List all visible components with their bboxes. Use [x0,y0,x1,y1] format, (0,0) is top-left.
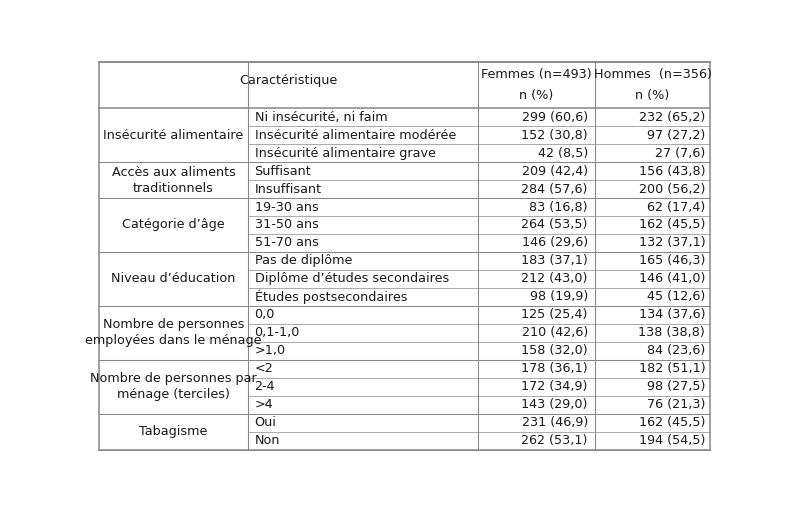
Text: 231 (46,9): 231 (46,9) [522,416,588,429]
Text: 156 (43,8): 156 (43,8) [639,165,705,177]
Text: 162 (45,5): 162 (45,5) [639,416,705,429]
Text: 162 (45,5): 162 (45,5) [639,219,705,231]
Text: Tabagisme: Tabagisme [140,425,208,438]
Text: 76 (21,3): 76 (21,3) [647,398,705,411]
Text: >1,0: >1,0 [255,344,286,358]
Text: 31-50 ans: 31-50 ans [255,219,319,231]
Text: 183 (37,1): 183 (37,1) [521,254,588,267]
Text: 97 (27,2): 97 (27,2) [647,129,705,142]
Text: Femmes (n=493): Femmes (n=493) [481,68,592,81]
Text: Insécurité alimentaire modérée: Insécurité alimentaire modérée [255,129,456,142]
Text: Nombre de personnes
employées dans le ménage: Nombre de personnes employées dans le mé… [85,319,262,347]
Text: 98 (19,9): 98 (19,9) [529,290,588,303]
Text: 134 (37,6): 134 (37,6) [639,308,705,321]
Text: 125 (25,4): 125 (25,4) [522,308,588,321]
Text: Non: Non [255,434,280,447]
Text: Accès aux aliments
traditionnels: Accès aux aliments traditionnels [111,166,235,194]
Text: 62 (17,4): 62 (17,4) [647,201,705,213]
Text: 210 (42,6): 210 (42,6) [522,326,588,339]
Text: Hommes  (n=356): Hommes (n=356) [593,68,712,81]
Text: Diplôme d’études secondaires: Diplôme d’études secondaires [255,272,449,285]
Text: 232 (65,2): 232 (65,2) [639,111,705,124]
Text: 138 (38,8): 138 (38,8) [638,326,705,339]
Text: Insécurité alimentaire grave: Insécurité alimentaire grave [255,147,436,160]
Text: 152 (30,8): 152 (30,8) [522,129,588,142]
Text: Catégorie d’âge: Catégorie d’âge [122,219,225,231]
Text: 51-70 ans: 51-70 ans [255,236,319,249]
Text: Oui: Oui [255,416,276,429]
Text: Nombre de personnes par
ménage (terciles): Nombre de personnes par ménage (terciles… [90,372,257,401]
Text: 146 (29,6): 146 (29,6) [522,236,588,249]
Text: 172 (34,9): 172 (34,9) [522,380,588,393]
Text: 209 (42,4): 209 (42,4) [522,165,588,177]
Text: 45 (12,6): 45 (12,6) [647,290,705,303]
Text: 42 (8,5): 42 (8,5) [537,147,588,160]
Text: n (%): n (%) [519,89,554,102]
Text: 284 (57,6): 284 (57,6) [522,183,588,195]
Text: Niveau d’éducation: Niveau d’éducation [111,272,236,285]
Text: 200 (56,2): 200 (56,2) [639,183,705,195]
Text: 0,0: 0,0 [255,308,275,321]
Text: 194 (54,5): 194 (54,5) [639,434,705,447]
Text: 165 (46,3): 165 (46,3) [639,254,705,267]
Text: 264 (53,5): 264 (53,5) [522,219,588,231]
Text: >4: >4 [255,398,273,411]
Text: Caractéristique: Caractéristique [239,74,338,87]
Text: n (%): n (%) [635,89,670,102]
Text: 132 (37,1): 132 (37,1) [638,236,705,249]
Text: 212 (43,0): 212 (43,0) [522,272,588,285]
Text: 178 (36,1): 178 (36,1) [522,362,588,376]
Text: 83 (16,8): 83 (16,8) [529,201,588,213]
Text: 84 (23,6): 84 (23,6) [647,344,705,358]
Text: Suffisant: Suffisant [255,165,312,177]
Text: 262 (53,1): 262 (53,1) [522,434,588,447]
Text: 143 (29,0): 143 (29,0) [522,398,588,411]
Text: 146 (41,0): 146 (41,0) [639,272,705,285]
Text: 158 (32,0): 158 (32,0) [522,344,588,358]
Text: 182 (51,1): 182 (51,1) [638,362,705,376]
Text: 19-30 ans: 19-30 ans [255,201,318,213]
Text: 98 (27,5): 98 (27,5) [647,380,705,393]
Text: Études postsecondaires: Études postsecondaires [255,290,407,304]
Text: Insécurité alimentaire: Insécurité alimentaire [103,129,244,142]
Text: Ni insécurité, ni faim: Ni insécurité, ni faim [255,111,387,124]
Text: 27 (7,6): 27 (7,6) [655,147,705,160]
Bar [99,62,710,108]
Text: 0,1-1,0: 0,1-1,0 [255,326,300,339]
Text: <2: <2 [255,362,273,376]
Text: 299 (60,6): 299 (60,6) [522,111,588,124]
Text: Insuffisant: Insuffisant [255,183,322,195]
Text: 2-4: 2-4 [255,380,275,393]
Text: Pas de diplôme: Pas de diplôme [255,254,352,267]
